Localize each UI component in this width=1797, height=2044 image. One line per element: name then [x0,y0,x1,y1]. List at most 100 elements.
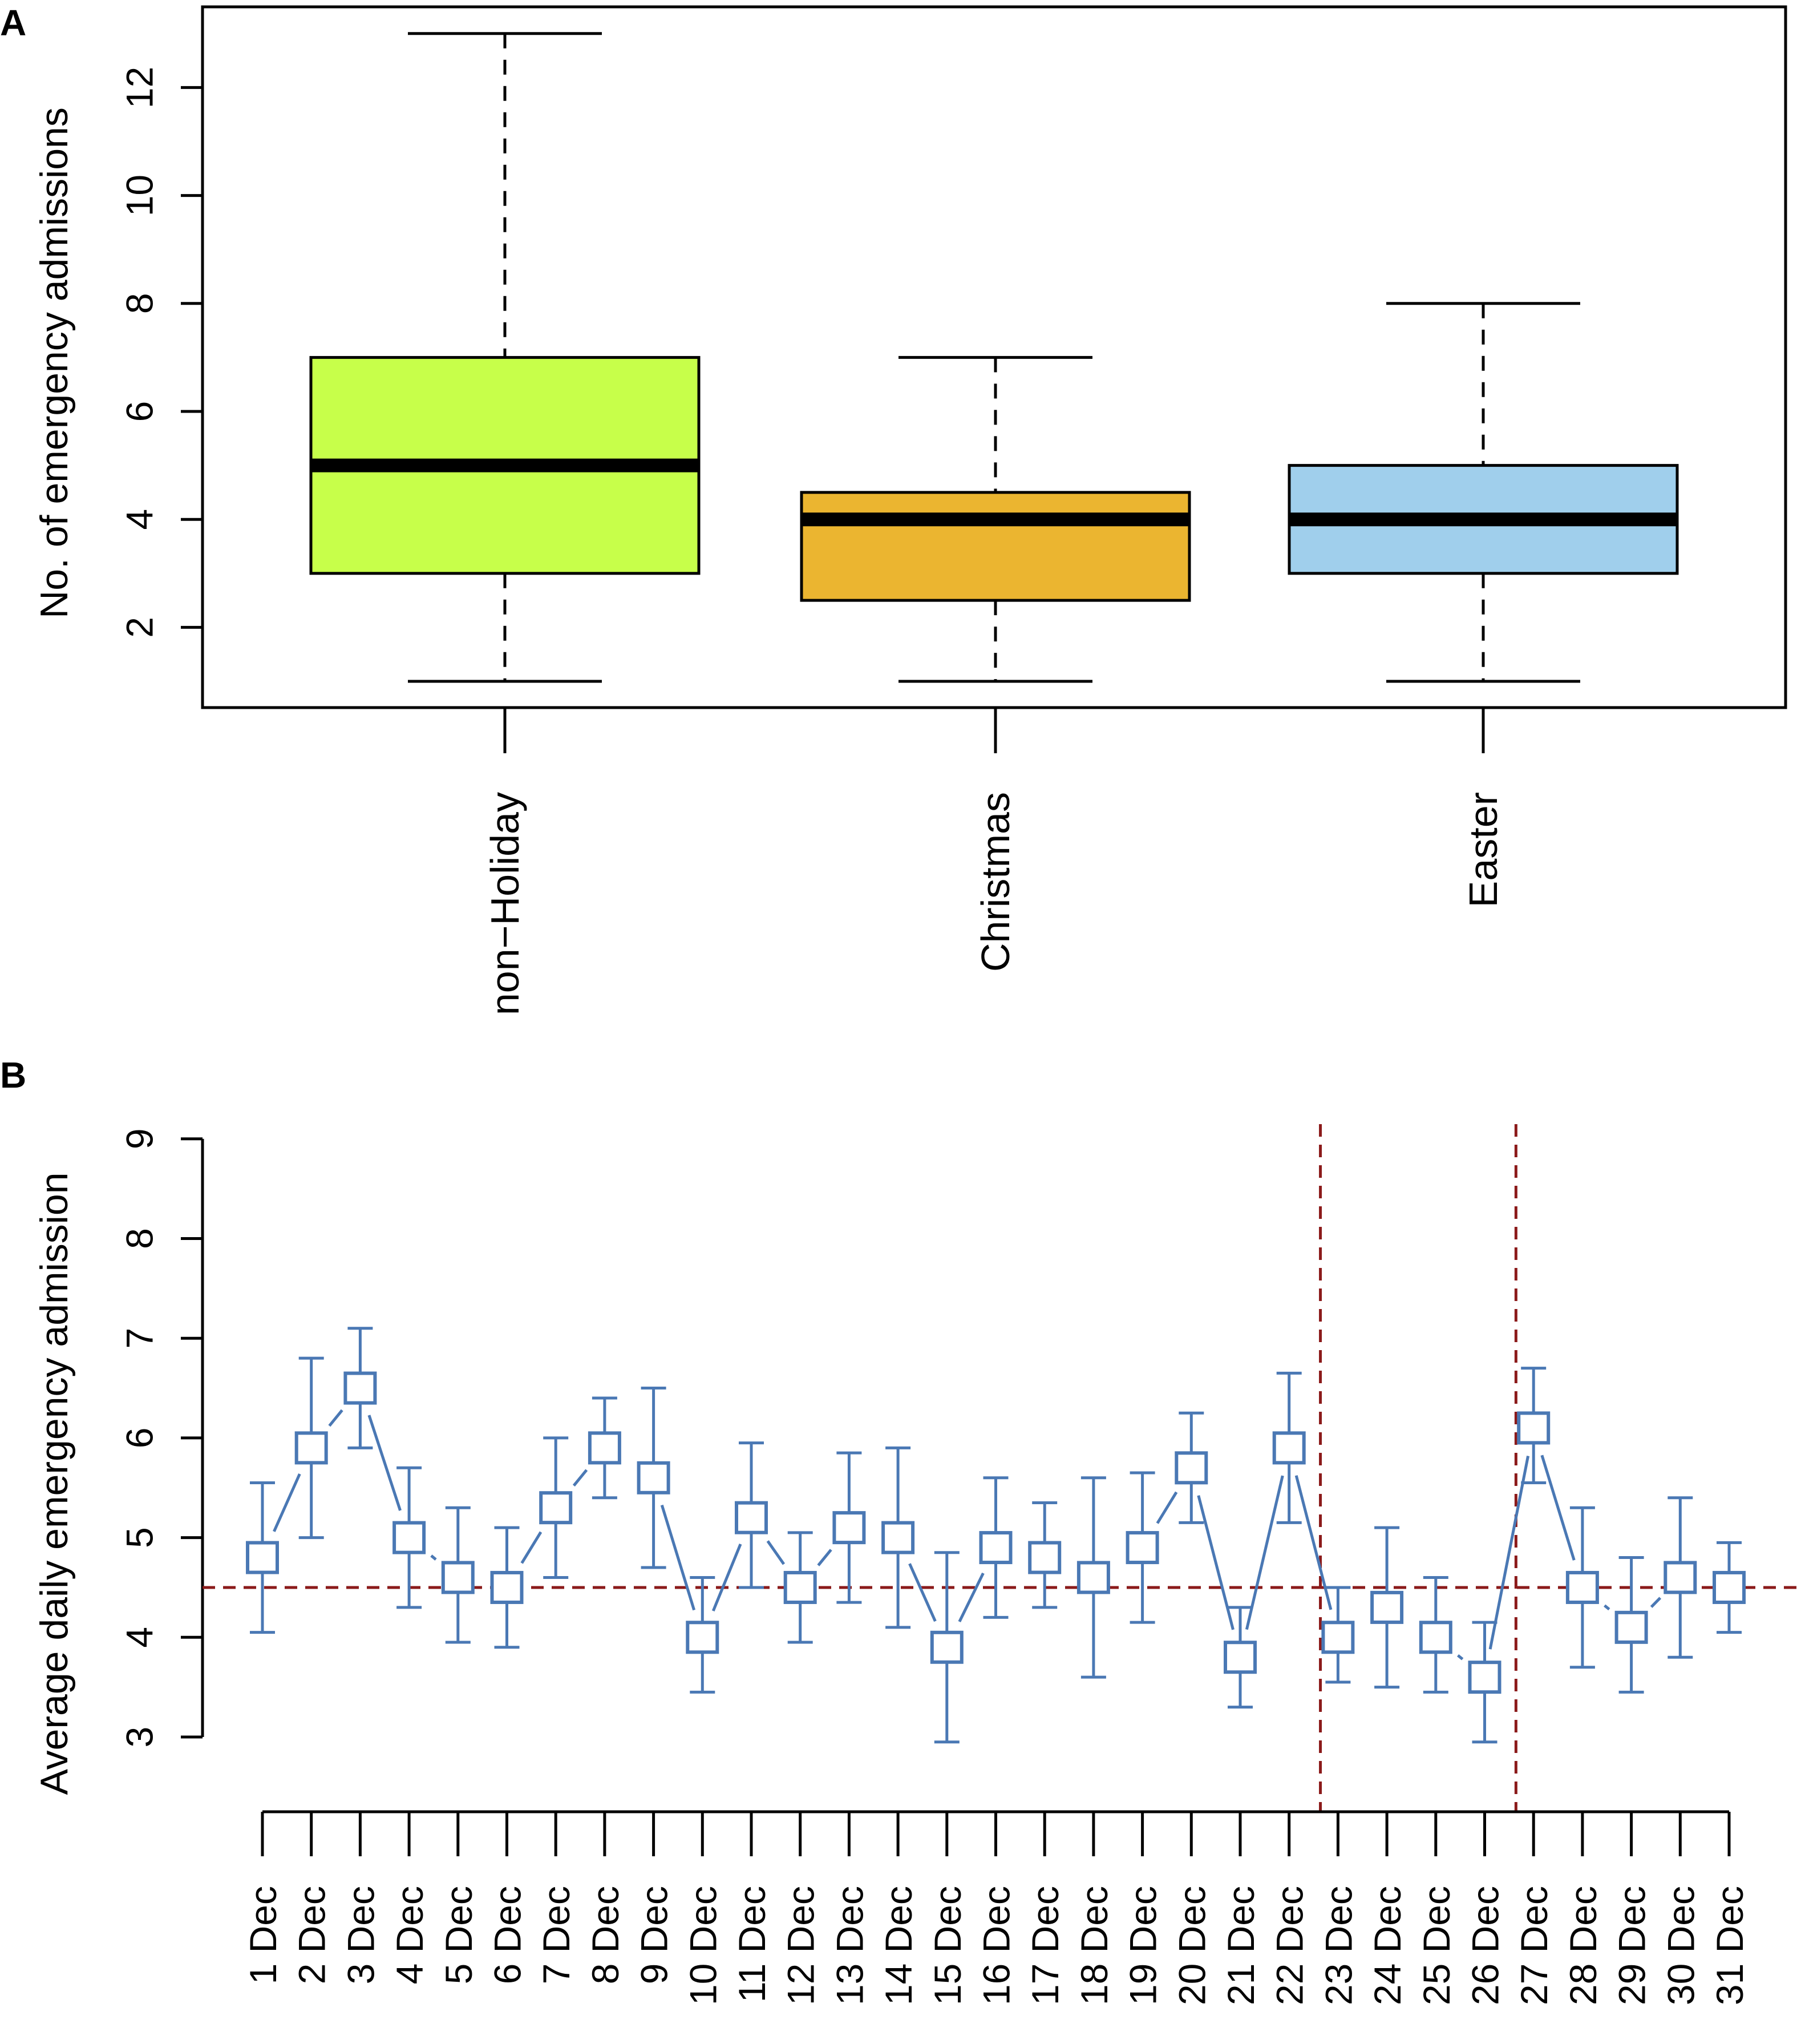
data-point [832,1451,866,1604]
series-segment [430,1554,437,1561]
y-tick-label: 8 [118,1228,160,1249]
series-segment [1294,1475,1333,1610]
data-point [1614,1556,1648,1694]
x-tick-label: 27 Dec [1513,1886,1555,2005]
x-tick-label: 16 Dec [976,1886,1018,2005]
point-marker [1272,1431,1306,1465]
x-tick-label: 30 Dec [1660,1886,1702,2005]
data-point [1517,1367,1551,1485]
x-tick-label: 15 Dec [926,1886,969,2005]
x-tick-label: 13 Dec [828,1886,871,2005]
point-marker [588,1431,621,1465]
series-segment [1488,1456,1530,1650]
point-marker [979,1531,1013,1565]
point-marker [1565,1570,1599,1604]
data-point [735,1441,768,1589]
point-marker [1028,1541,1062,1574]
series-segment [817,1549,832,1566]
data-point [979,1476,1013,1619]
x-tick-label: 5 Dec [438,1886,480,1984]
x-tick-label: 24 Dec [1366,1886,1409,2005]
data-point [1076,1476,1110,1679]
data-point [1713,1541,1746,1634]
series-segment [520,1531,543,1564]
x-tick-label: 4 Dec [388,1886,431,1984]
data-point [1370,1526,1404,1689]
y-tick-label: 6 [118,1428,160,1449]
x-tick-label: 8 Dec [584,1886,626,1984]
boxplot-panel: 2 4 6 8 10 12 No. of emergency admissions non−H… [33,5,1787,1015]
point-marker [441,1561,475,1594]
x-tick-label: 2 Dec [291,1886,333,1984]
point-marker [294,1431,328,1465]
x-tick-label: 19 Dec [1122,1886,1164,2005]
data-point [392,1466,426,1609]
series-segment [273,1473,301,1532]
data-point [1224,1606,1257,1709]
data-point [930,1551,964,1744]
data-point [1468,1621,1501,1744]
box-body [800,491,1191,602]
panel-label-b: B [0,1055,26,1096]
x-tick-label: 31 Dec [1709,1886,1751,2005]
series-segment [1540,1455,1576,1561]
x-tick-label: 7 Dec [535,1886,577,1984]
point-marker [1713,1570,1746,1604]
y-tick-label: 8 [118,293,160,314]
y-tick-label: 6 [118,401,160,422]
x-tick-label: 6 Dec [487,1886,529,1984]
data-point [588,1396,621,1500]
category-label: Easter [1461,792,1505,907]
series-segment [660,1504,696,1611]
point-marker [1224,1641,1257,1674]
point-marker [539,1491,573,1525]
point-marker [343,1371,377,1405]
series-segment [1604,1604,1610,1611]
y-tick-label: 10 [118,175,160,216]
x-tick-label: 14 Dec [877,1886,920,2005]
data-point [294,1356,328,1540]
point-marker [832,1511,866,1545]
point-marker [735,1501,768,1534]
x-tick-label: 1 Dec [242,1886,284,1984]
data-point [881,1446,915,1629]
series-segment [766,1540,786,1565]
data-point [1028,1501,1062,1609]
data-point [539,1436,573,1579]
data-point [637,1387,670,1569]
category-label: Christmas [973,792,1018,972]
box-0: non−Holiday [309,32,701,1015]
point-marker [1419,1621,1452,1654]
series-segment [1456,1654,1464,1661]
point-marker [783,1570,817,1604]
data-point [1272,1371,1306,1524]
x-tick-label: 10 Dec [682,1886,724,2005]
series-segment [328,1409,343,1427]
series-segment [1197,1495,1235,1630]
point-marker [930,1630,964,1664]
y-tick-label: 4 [118,509,160,530]
x-tick-label: 22 Dec [1269,1886,1311,2005]
series-segment [1156,1491,1178,1524]
data-point [1175,1411,1208,1524]
series-segment [958,1572,985,1622]
y-tick-label: 9 [118,1128,160,1149]
point-marker [1614,1610,1648,1644]
data-point [783,1531,817,1644]
x-tick-label: 17 Dec [1024,1886,1066,2005]
series-segment [711,1543,742,1611]
y-tick-label: 3 [118,1727,160,1748]
x-tick-label: 28 Dec [1562,1886,1604,2005]
box-1: Christmas [800,356,1191,972]
point-marker [1370,1590,1404,1624]
point-marker [881,1521,915,1554]
x-tick-label: 25 Dec [1415,1886,1458,2005]
point-marker [392,1521,426,1554]
data-point [1126,1471,1159,1624]
point-marker [637,1461,670,1494]
y-tick-label: 7 [118,1328,160,1349]
x-tick-label: 29 Dec [1611,1886,1653,2005]
category-label: non−Holiday [483,792,527,1015]
point-marker [1175,1451,1208,1485]
